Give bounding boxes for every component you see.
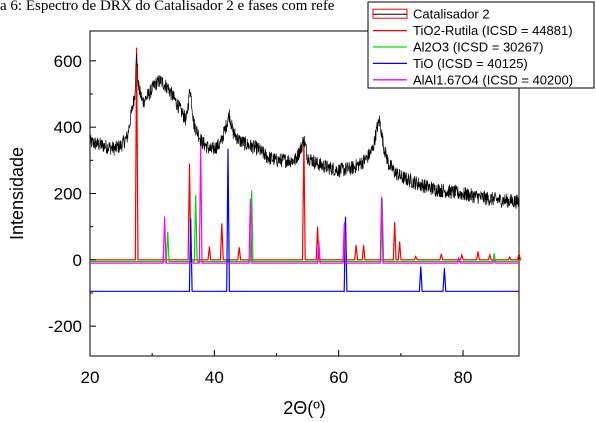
- x-tick-label: 20: [81, 368, 100, 387]
- legend-label: Al2O3 (ICSD = 30267): [413, 40, 543, 55]
- y-tick-label: -200: [48, 317, 82, 336]
- legend-label: TiO2-Rutila (ICSD = 44881): [413, 23, 573, 38]
- x-tick-label: 60: [329, 368, 348, 387]
- legend-label: AlAl1.67O4 (ICSD = 40200): [413, 72, 573, 87]
- series-layer: [89, 47, 522, 292]
- y-axis-label: Intensidade: [7, 147, 27, 240]
- x-axis-label: 2Θ(º): [283, 398, 326, 418]
- reference-series-2: [90, 190, 519, 263]
- axis-layer: 20 40 60 80 -200 0 200 400 600: [48, 52, 473, 387]
- figure-caption: a 6: Espectro de DRX do Catalisador 2 e …: [0, 0, 335, 14]
- experimental-series: [89, 53, 520, 209]
- reference-series-3: [90, 148, 519, 292]
- y-tick-label: 400: [54, 118, 82, 137]
- legend-box: [367, 1, 595, 89]
- legend-label: Catalisador 2: [413, 7, 490, 22]
- y-tick-label: 200: [54, 185, 82, 204]
- legend-label: TiO (ICSD = 40125): [413, 56, 528, 71]
- y-tick-label: 600: [54, 52, 82, 71]
- reference-series-1: [90, 47, 522, 261]
- reference-series-4: [90, 145, 519, 264]
- x-tick-label: 80: [454, 368, 473, 387]
- x-tick-label: 40: [205, 368, 224, 387]
- y-tick-label: 0: [73, 251, 82, 270]
